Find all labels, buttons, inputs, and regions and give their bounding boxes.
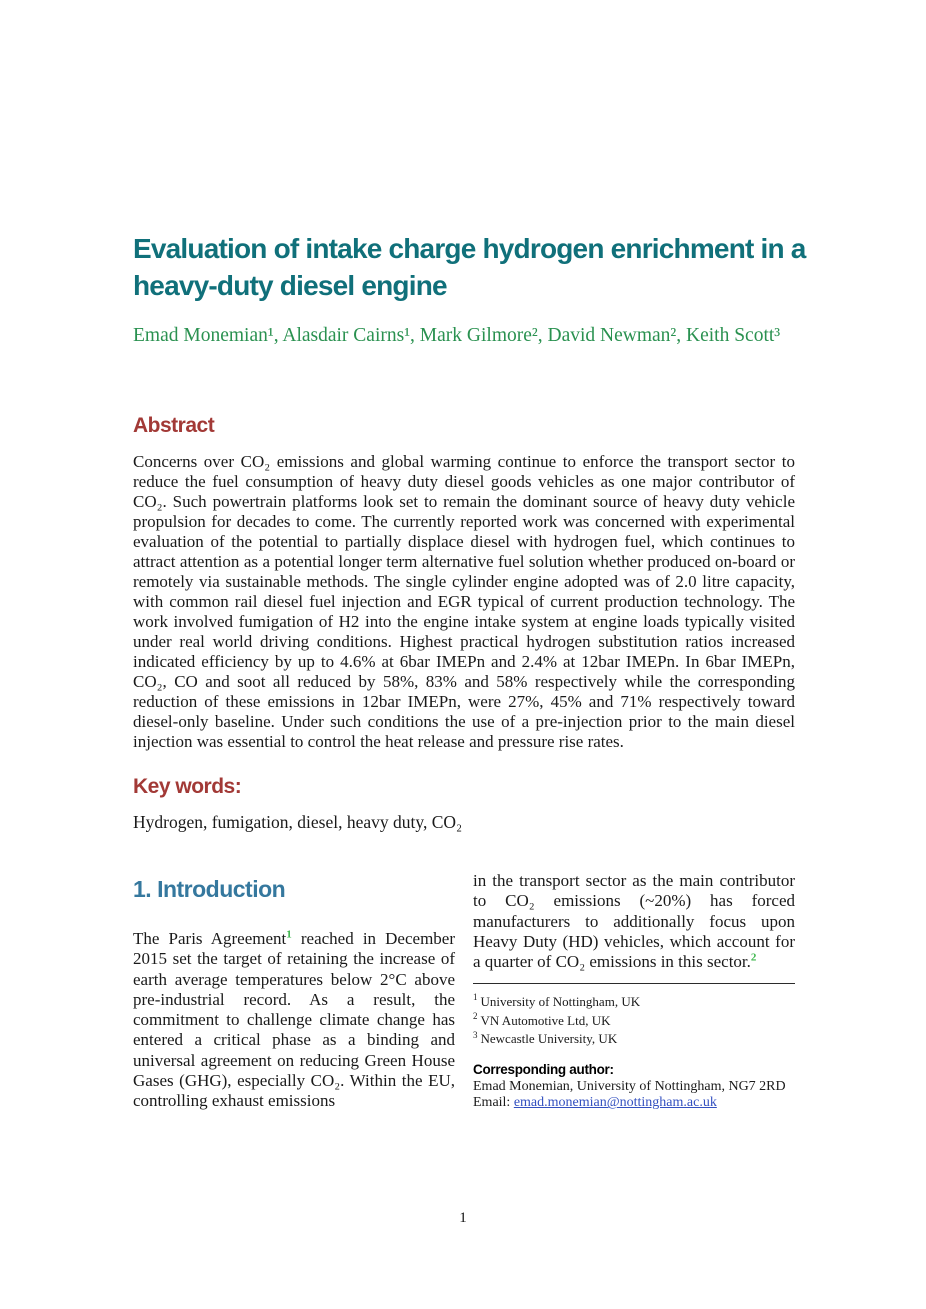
intro-paragraph-left: The Paris Agreement1 reached in December…: [133, 929, 455, 1112]
corresponding-author-email-line: Email: emad.monemian@nottingham.ac.uk: [473, 1095, 795, 1112]
footnotes-block: 1 University of Nottingham, UK 2 VN Automo…: [473, 990, 795, 1046]
intro-right-text: in the transport sector as the main cont…: [473, 871, 795, 972]
abstract-body: Concerns over CO₂ emissions and global w…: [133, 452, 795, 751]
intro-right-column: in the transport sector as the main cont…: [473, 871, 795, 1112]
paper-title: Evaluation of intake charge hydrogen enr…: [133, 233, 806, 301]
email-label: Email:: [473, 1095, 514, 1111]
page-number: 1: [459, 1210, 467, 1226]
corresponding-author-block: Corresponding author: Emad Monemian, Uni…: [473, 1061, 795, 1112]
citation-ref-2[interactable]: 2: [750, 951, 757, 964]
citation-ref-1[interactable]: 1: [286, 928, 292, 941]
footnote-separator: [473, 983, 795, 985]
authors-line: Emad Monemian¹, Alasdair Cairns¹, Mark G…: [133, 325, 781, 346]
footnote-text-3: Newcastle University, UK: [480, 1031, 618, 1047]
footnote-mark-3: 3: [473, 1030, 478, 1041]
intro-left-text-before: The Paris Agreement: [133, 929, 287, 948]
corresponding-author-heading: Corresponding author:: [473, 1061, 614, 1077]
footnote-mark-1: 1: [473, 992, 478, 1003]
footnote-affiliation-3: 3 Newcastle University, UK: [473, 1028, 795, 1047]
corresponding-author-line: Emad Monemian, University of Nottingham,…: [473, 1078, 786, 1094]
intro-left-column: The Paris Agreement1 reached in December…: [133, 929, 455, 1112]
footnote-affiliation-2: 2 VN Automotive Ltd, UK: [473, 1009, 795, 1028]
keywords-heading: Key words:: [133, 775, 242, 798]
introduction-heading: 1. Introduction: [133, 876, 286, 902]
intro-left-text-after: reached in December 2015 set the target …: [133, 929, 455, 1111]
intro-paragraph-right: in the transport sector as the main cont…: [473, 871, 795, 972]
keywords-text: Hydrogen, fumigation, diesel, heavy duty…: [133, 812, 463, 832]
footnote-mark-2: 2: [473, 1011, 478, 1022]
email-link[interactable]: emad.monemian@nottingham.ac.uk: [513, 1095, 717, 1111]
footnote-affiliation-1: 1 University of Nottingham, UK: [473, 990, 795, 1009]
footnote-text-2: VN Automotive Ltd, UK: [480, 1012, 611, 1028]
footnote-text-1: University of Nottingham, UK: [480, 993, 641, 1009]
abstract-heading: Abstract: [133, 414, 215, 437]
